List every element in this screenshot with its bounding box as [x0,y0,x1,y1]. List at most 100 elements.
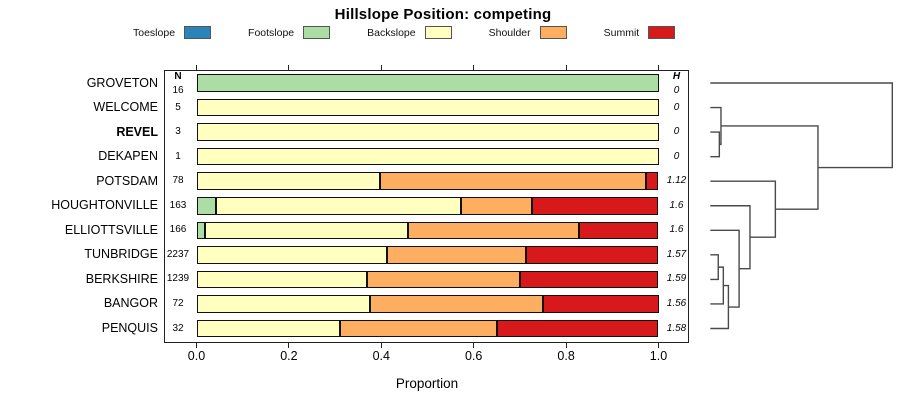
axis-tick-label: 0.0 [187,349,206,363]
axis-tick-bottom [288,343,290,348]
chart-title: Hillslope Position: competing [334,6,552,23]
bar-segment-summit [519,270,659,289]
n-value: 72 [172,297,184,309]
h-value: 1.58 [666,322,687,334]
axis-tick-bottom [195,343,198,348]
row-label-welcome: WELCOME [93,100,158,115]
row-label-tunbridge: TUNBRIDGE [84,247,158,262]
axis-tick-label: 0.4 [372,349,390,363]
bar-segment-shoulder [339,319,497,338]
bar-segment-backslope [196,172,380,190]
axis-tick-label: 0.6 [464,349,483,363]
axis-tick-label: 0.8 [557,349,575,363]
axis-tick-top [380,65,382,70]
axis-tick-top [195,65,198,70]
legend-label-footslope: Footslope [248,26,295,39]
n-value: 3 [175,126,181,138]
legend-label-summit: Summit [603,26,640,39]
axis-tick-bottom [657,343,660,348]
bar-segment-backslope [204,221,408,240]
n-value: 166 [169,224,187,236]
legend-item-toeslope: Toeslope [133,26,212,39]
row-label-elliottsville: ELLIOTTSVILLE [64,222,158,237]
bar-segment-shoulder [367,270,520,289]
h-value: 1.6 [669,199,684,211]
legend-label-shoulder: Shoulder [488,26,531,39]
bar-segment-shoulder [379,172,647,190]
h-value: 1.59 [666,273,687,285]
legend-item-footslope: Footslope [248,26,331,39]
bar-segment-backslope [216,197,462,215]
legend-label-backslope: Backslope [367,26,416,39]
axis-tick-top [565,65,567,70]
legend-item-backslope: Backslope [367,26,452,39]
plot-frame [164,70,689,343]
h-value: 1.57 [666,248,687,260]
legend-item-summit: Summit [604,26,676,39]
legend-item-shoulder: Shoulder [489,26,567,39]
bar-segment-shoulder [387,246,526,264]
bar-segment-backslope [196,246,388,264]
bar-segment-footslope [196,221,205,240]
h-value: 0 [673,126,680,138]
bar-segment-summit [579,221,659,240]
row-label-revel: REVEL [116,124,158,139]
h-value: 0 [673,84,680,96]
axis-tick-label: 0.2 [280,349,298,363]
h-value: 0 [673,101,680,113]
h-value: 1.56 [666,297,687,309]
n-value: 163 [169,199,187,211]
bar-segment-shoulder [461,197,532,215]
x-axis-title: Proportion [395,376,459,391]
bar-segment-backslope [196,319,340,338]
axis-tick-bottom [473,343,475,348]
legend-swatch-summit [648,26,676,39]
bar-segment-summit [646,172,659,190]
bar-segment-backslope [196,147,659,166]
bar-segment-summit [496,319,659,338]
legend-swatch-toeslope [184,26,212,39]
n-value: 16 [172,84,184,96]
row-label-houghtonville: HOUGHTONVILLE [51,198,158,213]
axis-tick-label: 1.0 [649,349,668,363]
n-column-header: N [174,71,182,82]
row-label-dekapen: DEKAPEN [98,149,158,164]
bar-segment-backslope [196,295,370,313]
h-value: 1.12 [666,175,687,187]
n-value: 78 [172,175,184,187]
bar-segment-summit [543,295,659,313]
row-label-bangor: BANGOR [103,296,158,311]
n-value: 2237 [166,248,190,260]
n-value: 1239 [166,273,190,285]
bar-segment-backslope [196,270,368,289]
axis-tick-bottom [565,343,567,348]
dendrogram-links [710,82,893,330]
n-value: 32 [172,322,184,334]
bar-segment-summit [531,197,659,215]
legend-swatch-footslope [303,26,331,39]
h-value: 1.6 [669,224,684,236]
legend: Toeslope Footslope Backslope Shoulder Summit [133,25,676,40]
bar-segment-footslope [196,197,217,215]
legend-swatch-shoulder [539,26,567,39]
n-value: 5 [175,101,181,113]
bar-segment-shoulder [407,221,580,240]
bar-segment-backslope [196,98,659,117]
axis-tick-top [657,65,660,70]
axis-tick-bottom [380,343,382,348]
row-label-potsdam: POTSDAM [96,173,158,188]
bar-segment-backslope [196,123,659,141]
h-value: 0 [673,150,680,162]
row-label-penquis: PENQUIS [101,321,158,335]
row-label-berkshire: BERKSHIRE [85,271,158,286]
bar-segment-footslope [196,74,659,92]
bar-segment-summit [525,246,659,264]
legend-swatch-backslope [424,26,452,39]
axis-tick-top [288,65,290,70]
h-column-header: H [672,71,681,82]
n-value: 1 [175,150,181,162]
legend-label-toeslope: Toeslope [133,26,176,39]
axis-tick-top [473,65,475,70]
bar-segment-shoulder [369,295,543,313]
